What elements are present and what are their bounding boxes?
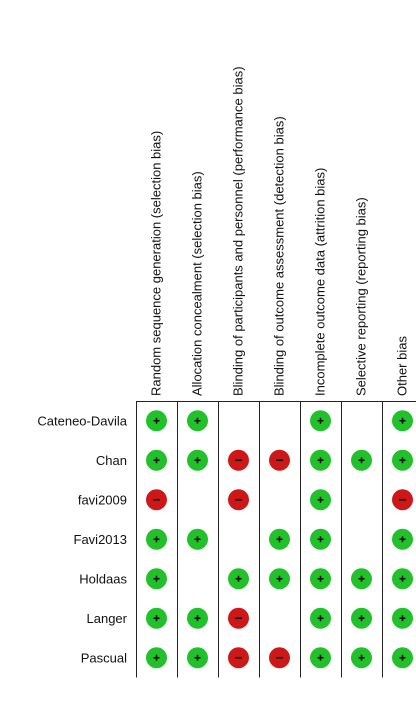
low-risk-marker (310, 647, 331, 669)
low-risk-marker (392, 528, 413, 550)
high-risk-marker (228, 607, 249, 629)
domain-header: Incomplete outcome data (attrition bias) (313, 168, 328, 396)
low-risk-marker (310, 568, 331, 590)
high-risk-marker (228, 449, 249, 471)
low-risk-marker (269, 568, 290, 590)
low-risk-marker (187, 607, 208, 629)
low-risk-marker (228, 568, 249, 590)
study-label: Pascual (81, 650, 127, 665)
low-risk-marker (310, 489, 331, 511)
low-risk-marker (146, 449, 167, 471)
low-risk-marker (392, 410, 413, 432)
low-risk-marker (351, 568, 372, 590)
study-label: Holdaas (79, 571, 127, 586)
domain-header: Random sequence generation (selection bi… (149, 131, 164, 396)
low-risk-marker (146, 607, 167, 629)
low-risk-marker (392, 607, 413, 629)
low-risk-marker (187, 410, 208, 432)
study-label: Chan (96, 453, 127, 468)
high-risk-marker (269, 647, 290, 669)
domain-header: Blinding of participants and personnel (… (231, 66, 246, 396)
low-risk-marker (392, 449, 413, 471)
high-risk-marker (146, 489, 167, 511)
low-risk-marker (146, 647, 167, 669)
low-risk-marker (392, 568, 413, 590)
domain-header: Selective reporting (reporting bias) (354, 197, 369, 396)
high-risk-marker (228, 489, 249, 511)
low-risk-marker (351, 449, 372, 471)
low-risk-marker (187, 528, 208, 550)
study-label: Cateneo-Davila (37, 413, 127, 428)
study-label: Favi2013 (74, 532, 127, 547)
low-risk-marker (187, 647, 208, 669)
low-risk-marker (310, 607, 331, 629)
low-risk-marker (146, 528, 167, 550)
low-risk-marker (146, 410, 167, 432)
low-risk-marker (351, 607, 372, 629)
low-risk-marker (146, 568, 167, 590)
low-risk-marker (351, 647, 372, 669)
study-label: favi2009 (78, 492, 127, 507)
domain-header: Other bias (395, 336, 410, 396)
grid-lines (136, 401, 416, 678)
low-risk-marker (392, 647, 413, 669)
high-risk-marker (392, 489, 413, 511)
low-risk-marker (310, 528, 331, 550)
domain-header: Allocation concealment (selection bias) (190, 171, 205, 396)
domain-header: Blinding of outcome assessment (detectio… (272, 116, 287, 396)
low-risk-marker (310, 449, 331, 471)
high-risk-marker (228, 647, 249, 669)
low-risk-marker (187, 449, 208, 471)
low-risk-marker (310, 410, 331, 432)
low-risk-marker (269, 528, 290, 550)
high-risk-marker (269, 449, 290, 471)
study-label: Langer (87, 611, 128, 626)
